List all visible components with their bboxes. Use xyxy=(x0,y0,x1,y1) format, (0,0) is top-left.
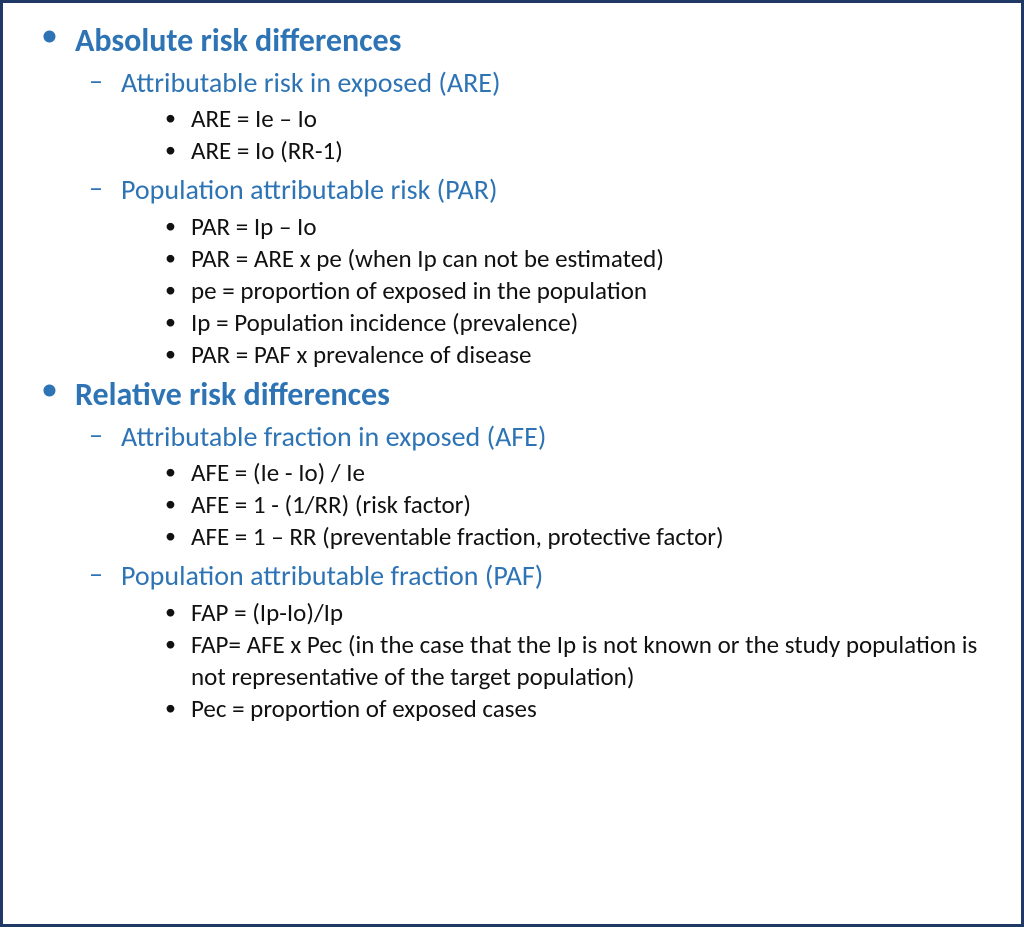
slide-frame: Absolute risk differences Attributable r… xyxy=(0,0,1024,927)
list-item: FAP = (Ip-Io)/Ip xyxy=(121,597,993,629)
list-item: pe = proportion of exposed in the popula… xyxy=(121,275,993,307)
list-item: Pec = proportion of exposed cases xyxy=(121,693,993,725)
section-title: Absolute risk differences xyxy=(75,21,401,60)
subsection-list: Attributable fraction in exposed (AFE) A… xyxy=(75,420,993,725)
subsection-title: Attributable fraction in exposed (AFE) xyxy=(121,419,546,454)
section-absolute: Absolute risk differences Attributable r… xyxy=(31,23,993,371)
subsection-are: Attributable risk in exposed (ARE) ARE =… xyxy=(75,66,993,168)
section-title: Relative risk differences xyxy=(75,375,390,414)
formula-text: FAP= AFE x Pec (in the case that the Ip … xyxy=(191,629,993,693)
formula-text: AFE = 1 - (1/RR) (risk factor) xyxy=(191,489,993,521)
subsection-title: Attributable risk in exposed (ARE) xyxy=(121,65,500,100)
formula-text: PAR = PAF x prevalence of disease xyxy=(191,339,993,371)
list-item: ARE = Ie – Io xyxy=(121,103,993,135)
formula-text: PAR = Ip – Io xyxy=(191,211,993,243)
list-item: ARE = Io (RR-1) xyxy=(121,135,993,167)
subsection-par: Population attributable risk (PAR) PAR =… xyxy=(75,173,993,371)
formula-list: FAP = (Ip-Io)/Ip FAP= AFE x Pec (in the … xyxy=(121,597,993,725)
list-item: AFE = (Ie - Io) / Ie xyxy=(121,457,993,489)
formula-list: ARE = Ie – Io ARE = Io (RR-1) xyxy=(121,103,993,167)
list-item: PAR = Ip – Io xyxy=(121,211,993,243)
section-relative: Relative risk differences Attributable f… xyxy=(31,377,993,725)
list-item: Ip = Population incidence (prevalence) xyxy=(121,307,993,339)
formula-text: AFE = (Ie - Io) / Ie xyxy=(191,457,993,489)
formula-text: pe = proportion of exposed in the popula… xyxy=(191,275,993,307)
outline-root: Absolute risk differences Attributable r… xyxy=(31,23,993,725)
formula-text: AFE = 1 – RR (preventable fraction, prot… xyxy=(191,521,993,553)
list-item: FAP= AFE x Pec (in the case that the Ip … xyxy=(121,629,993,693)
subsection-list: Attributable risk in exposed (ARE) ARE =… xyxy=(75,66,993,371)
formula-list: PAR = Ip – Io PAR = ARE x pe (when Ip ca… xyxy=(121,211,993,371)
list-item: PAR = ARE x pe (when Ip can not be estim… xyxy=(121,243,993,275)
formula-text: ARE = Io (RR-1) xyxy=(191,135,993,167)
list-item: AFE = 1 - (1/RR) (risk factor) xyxy=(121,489,993,521)
formula-text: PAR = ARE x pe (when Ip can not be estim… xyxy=(191,243,993,275)
subsection-afe: Attributable fraction in exposed (AFE) A… xyxy=(75,420,993,554)
subsection-title: Population attributable fraction (PAF) xyxy=(121,558,543,593)
list-item: AFE = 1 – RR (preventable fraction, prot… xyxy=(121,521,993,553)
formula-list: AFE = (Ie - Io) / Ie AFE = 1 - (1/RR) (r… xyxy=(121,457,993,553)
formula-text: Ip = Population incidence (prevalence) xyxy=(191,307,993,339)
subsection-paf: Population attributable fraction (PAF) F… xyxy=(75,559,993,725)
formula-text: FAP = (Ip-Io)/Ip xyxy=(191,597,993,629)
formula-text: Pec = proportion of exposed cases xyxy=(191,693,993,725)
list-item: PAR = PAF x prevalence of disease xyxy=(121,339,993,371)
subsection-title: Population attributable risk (PAR) xyxy=(121,172,497,207)
formula-text: ARE = Ie – Io xyxy=(191,103,993,135)
